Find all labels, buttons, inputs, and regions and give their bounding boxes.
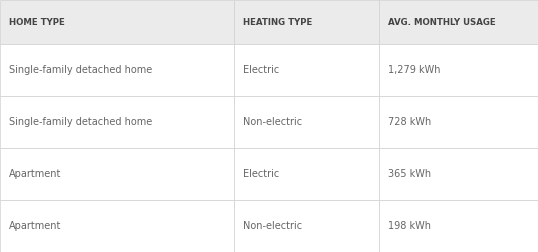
- Bar: [0, 96, 234, 148]
- Bar: [234, 96, 379, 148]
- Bar: [234, 44, 379, 96]
- Text: HOME TYPE: HOME TYPE: [9, 18, 65, 26]
- Text: Electric: Electric: [243, 169, 279, 179]
- Bar: [379, 200, 538, 252]
- Text: 728 kWh: 728 kWh: [388, 117, 431, 127]
- Text: Apartment: Apartment: [9, 169, 61, 179]
- Bar: [0, 0, 234, 44]
- Text: 198 kWh: 198 kWh: [388, 221, 431, 231]
- Bar: [379, 0, 538, 44]
- Text: 1,279 kWh: 1,279 kWh: [388, 65, 441, 75]
- Bar: [0, 148, 234, 200]
- Text: Single-family detached home: Single-family detached home: [9, 117, 152, 127]
- Bar: [0, 44, 234, 96]
- Bar: [234, 200, 379, 252]
- Text: Single-family detached home: Single-family detached home: [9, 65, 152, 75]
- Bar: [379, 96, 538, 148]
- Bar: [379, 44, 538, 96]
- Bar: [379, 148, 538, 200]
- Text: 365 kWh: 365 kWh: [388, 169, 431, 179]
- Text: Electric: Electric: [243, 65, 279, 75]
- Text: HEATING TYPE: HEATING TYPE: [243, 18, 312, 26]
- Bar: [0, 200, 234, 252]
- Text: AVG. MONTHLY USAGE: AVG. MONTHLY USAGE: [388, 18, 495, 26]
- Text: Apartment: Apartment: [9, 221, 61, 231]
- Text: Non-electric: Non-electric: [243, 117, 302, 127]
- Text: Non-electric: Non-electric: [243, 221, 302, 231]
- Bar: [234, 148, 379, 200]
- Bar: [234, 0, 379, 44]
